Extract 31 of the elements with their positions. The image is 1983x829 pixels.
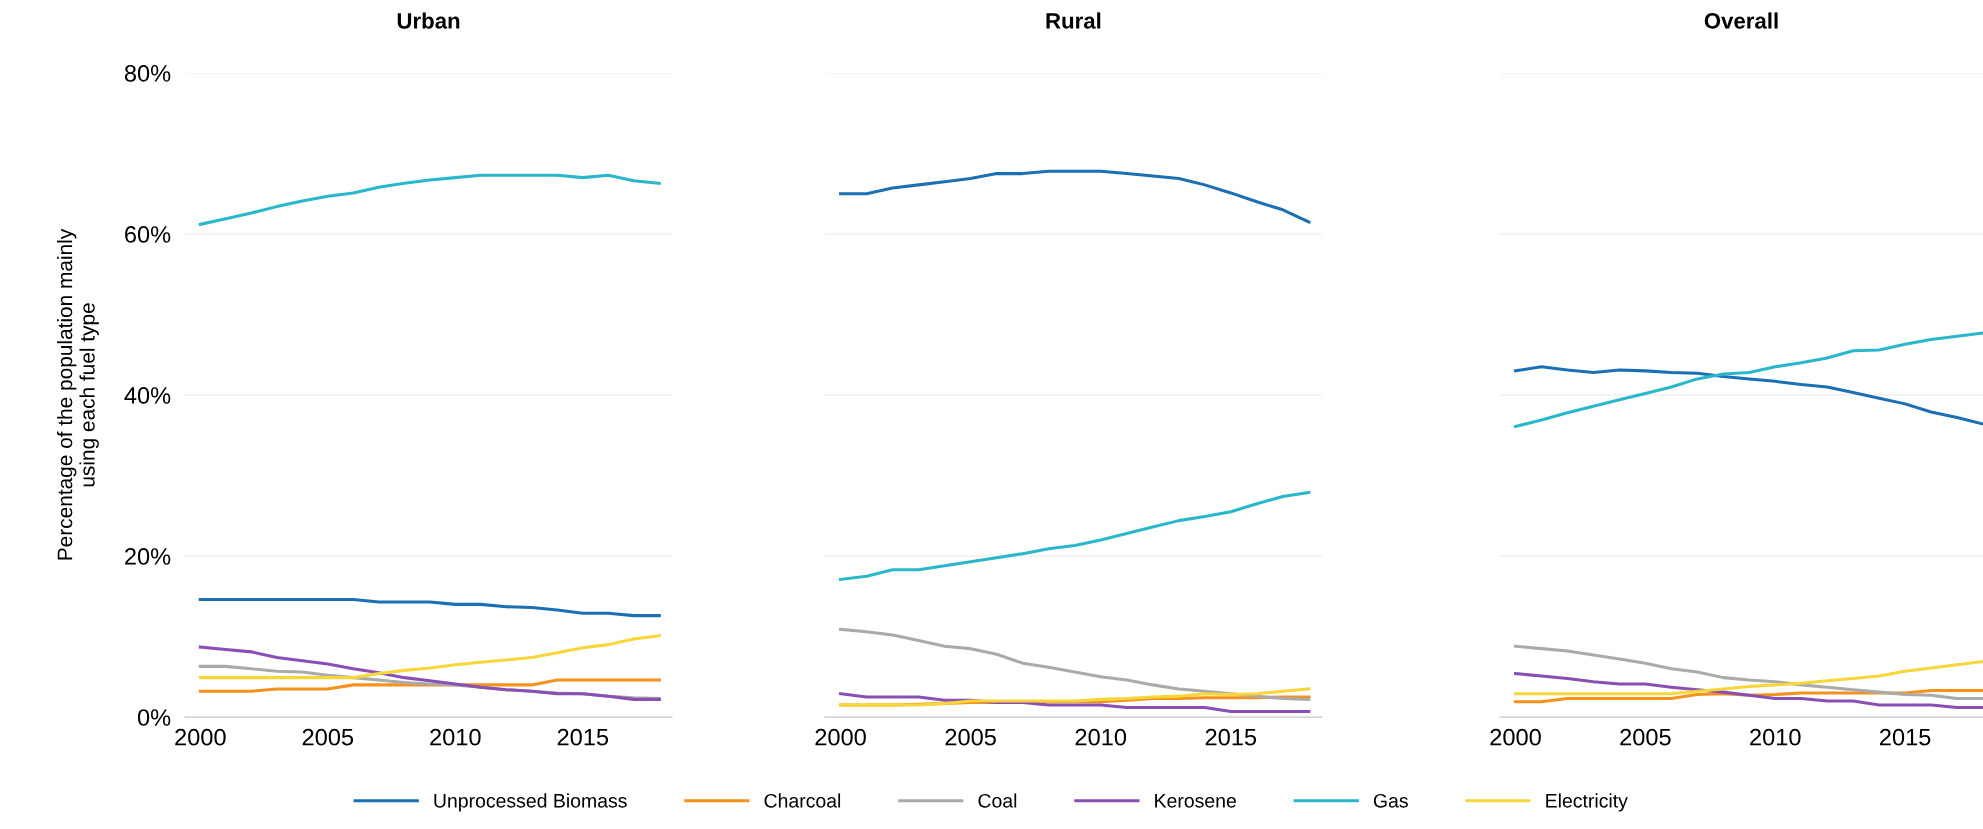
- legend-label: Coal: [978, 793, 1017, 808]
- x-tick-label: 2005: [302, 728, 354, 746]
- legend-label: Kerosene: [1155, 794, 1236, 808]
- line-series: [198, 598, 661, 618]
- x-tick-label: 2010: [1750, 728, 1801, 746]
- x-tick-label: 2005: [1620, 728, 1671, 746]
- line-series: [198, 634, 661, 680]
- x-tick-label: 2000: [815, 728, 866, 746]
- y-axis-title: Percentage of the population mainly using each fuel type: [57, 228, 99, 560]
- x-tick-label: 2015: [1880, 728, 1931, 746]
- line-series: [198, 173, 661, 226]
- y-tick-label: 20%: [125, 548, 171, 565]
- x-tick-label: 2000: [1490, 728, 1541, 746]
- y-tick-label: 80%: [124, 65, 171, 82]
- legend-label: Unprocessed Biomass: [434, 793, 627, 812]
- legend-label: Charcoal: [764, 793, 841, 808]
- x-tick-label: 2015: [557, 728, 609, 746]
- legend-label: Electricity: [1546, 793, 1628, 812]
- chart-title: Urban: [397, 12, 460, 29]
- y-tick-label: 60%: [125, 226, 171, 243]
- y-tick-label: 40%: [124, 387, 171, 404]
- x-tick-label: 2010: [430, 728, 481, 746]
- chart-title: Overall: [1704, 12, 1778, 29]
- x-tick-label: 2005: [945, 728, 996, 746]
- x-tick-label: 2000: [175, 728, 226, 746]
- y-tick-label: 0%: [137, 709, 171, 726]
- chart-title: Rural: [1046, 12, 1101, 29]
- x-tick-label: 2015: [1205, 728, 1257, 746]
- x-tick-label: 2010: [1075, 728, 1127, 746]
- legend-label: Gas: [1373, 793, 1408, 808]
- line-series: [198, 645, 661, 701]
